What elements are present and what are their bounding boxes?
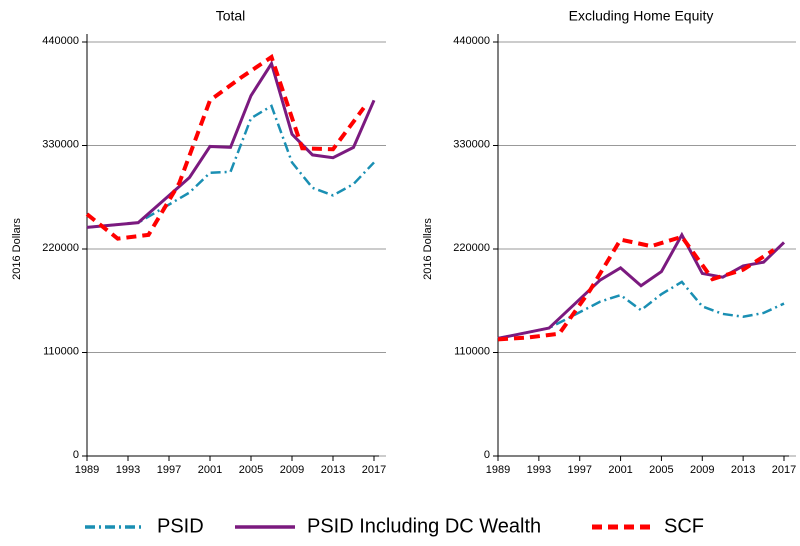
x-tick-label: 2001 [608, 464, 632, 476]
series-line [497, 280, 785, 340]
x-tick-label: 1997 [157, 464, 181, 476]
y-tick-label: 0 [484, 449, 490, 461]
series-line [497, 231, 786, 340]
x-tick-label: 2009 [280, 464, 304, 476]
x-tick-label: 1989 [75, 464, 99, 476]
y-tick-label: 330000 [453, 138, 490, 150]
y-tick-label: 440000 [42, 35, 79, 47]
y-tick-label: 220000 [453, 242, 490, 254]
y-axis-label: 2016 Dollars [422, 218, 434, 280]
y-tick-label: 330000 [42, 138, 79, 150]
x-tick-label: 2009 [690, 464, 714, 476]
y-tick-label: 110000 [454, 345, 490, 357]
y-tick-label: 220000 [42, 242, 79, 254]
series-line [86, 60, 376, 229]
legend-label: PSID [157, 515, 204, 537]
x-tick-label: 2013 [731, 464, 755, 476]
x-tick-label: 2017 [772, 464, 796, 476]
series-line [497, 234, 775, 342]
chart-title: Excluding Home Equity [569, 8, 714, 24]
legend-label: PSID Including DC Wealth [307, 515, 541, 537]
x-tick-label: 2005 [649, 464, 673, 476]
x-tick-label: 1993 [116, 464, 140, 476]
x-tick-label: 2013 [321, 464, 345, 476]
x-tick-label: 2001 [198, 464, 222, 476]
y-axis-label: 2016 Dollars [11, 218, 23, 280]
series-line [86, 104, 375, 229]
legend-label: SCF [664, 515, 704, 537]
x-tick-label: 1993 [527, 464, 551, 476]
y-tick-label: 440000 [453, 35, 490, 47]
series-line [85, 53, 366, 241]
y-tick-label: 110000 [43, 345, 79, 357]
chart-title: Total [216, 8, 246, 24]
x-tick-label: 1989 [486, 464, 510, 476]
x-tick-label: 1997 [567, 464, 591, 476]
x-tick-label: 2017 [362, 464, 386, 476]
x-tick-label: 2005 [239, 464, 263, 476]
y-tick-label: 0 [73, 449, 79, 461]
